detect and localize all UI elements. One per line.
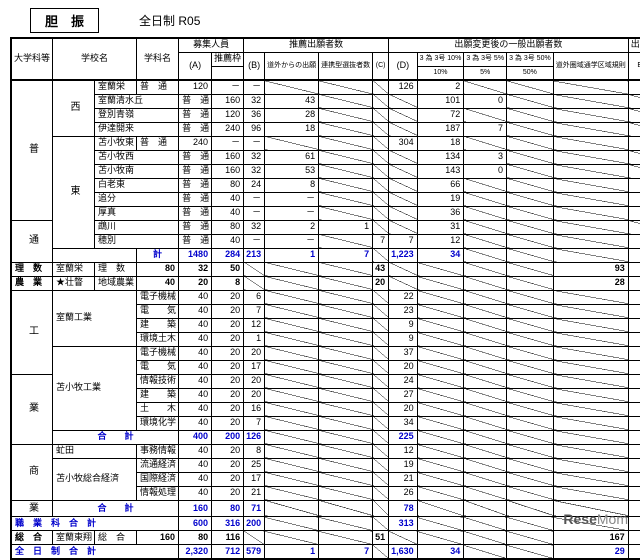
region-name: 胆 振 [30, 8, 99, 33]
data-table: 大学科等 学校名 学科名 募集人員 推薦出願者数 出願変更後の一般出願者数 出願… [10, 37, 640, 560]
watermark: ReseMom [563, 511, 628, 527]
subtitle: 全日制 R05 [139, 12, 200, 29]
header: 胆 振 全日制 R05 [0, 0, 640, 37]
